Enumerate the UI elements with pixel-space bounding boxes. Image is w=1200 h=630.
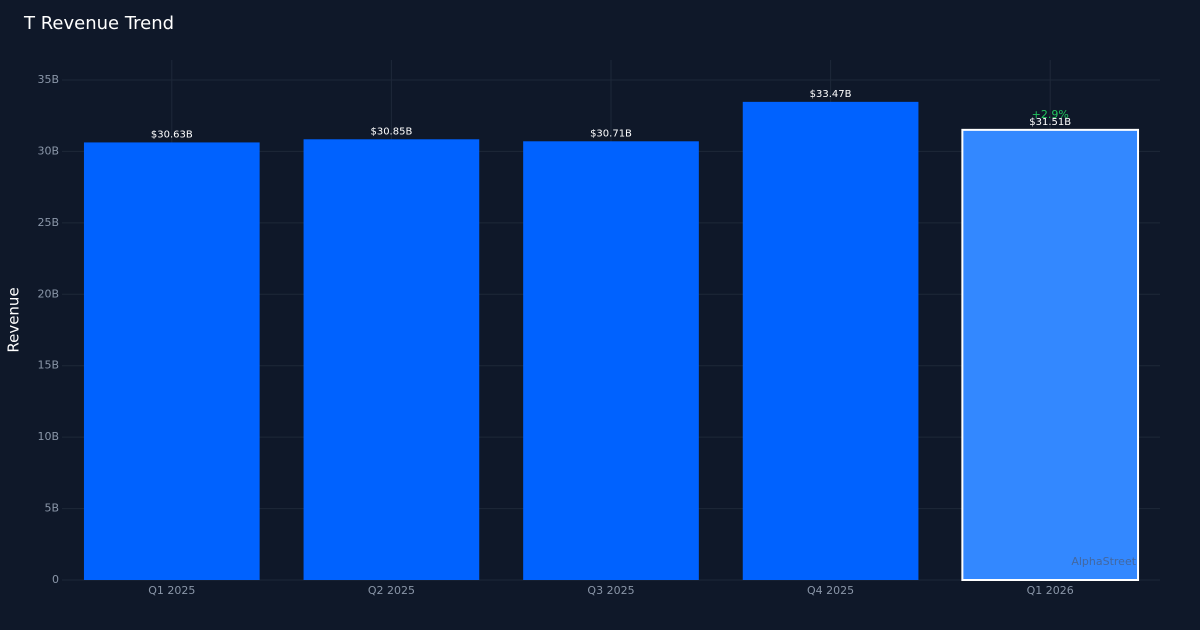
chart-title: T Revenue Trend xyxy=(23,13,174,34)
y-tick-label: 20B xyxy=(37,287,59,300)
x-tick-label: Q2 2025 xyxy=(368,584,415,597)
value-label: $33.47B xyxy=(810,89,852,100)
x-tick-label: Q4 2025 xyxy=(807,584,854,597)
value-label: $30.85B xyxy=(370,126,412,137)
bar xyxy=(83,142,260,580)
y-tick-label: 30B xyxy=(37,144,59,157)
y-tick-label: 25B xyxy=(37,216,59,229)
y-tick-label: 35B xyxy=(37,73,59,86)
value-label: $31.51B xyxy=(1029,117,1071,128)
bar xyxy=(523,141,699,581)
bar xyxy=(742,101,919,580)
y-axis-label: Revenue xyxy=(5,287,23,352)
x-tick-label: Q1 2026 xyxy=(1027,584,1074,597)
bar xyxy=(961,128,1140,581)
x-tick-label: Q1 2025 xyxy=(148,584,195,597)
value-label: $30.63B xyxy=(151,129,193,140)
y-tick-label: 10B xyxy=(37,430,59,443)
y-tick-label: 15B xyxy=(37,359,59,372)
value-label: $30.71B xyxy=(590,128,632,139)
y-tick-label: 5B xyxy=(44,502,59,515)
bar xyxy=(303,139,480,581)
y-tick-label: 0 xyxy=(52,573,59,586)
annotation: +2.9% xyxy=(1032,108,1069,121)
x-tick-label: Q3 2025 xyxy=(587,584,634,597)
watermark: AlphaStreet xyxy=(1071,555,1136,568)
